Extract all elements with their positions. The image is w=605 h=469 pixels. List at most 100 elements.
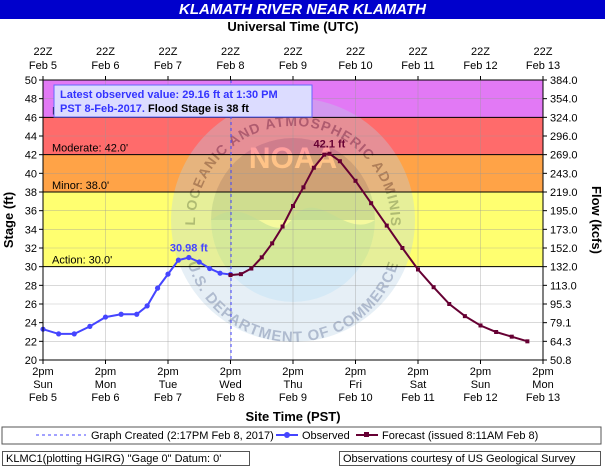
observed-point <box>196 259 202 265</box>
observed-point <box>118 311 124 317</box>
annotation-line1: Latest observed value: 29.16 ft at 1:30 … <box>60 89 278 101</box>
top-tick-label: 22Z <box>284 46 303 58</box>
y-axis-label: Stage (ft) <box>1 192 16 248</box>
top-tick-label: Feb 5 <box>29 60 57 72</box>
y-tick-label: 20 <box>25 355 37 367</box>
annotation-date: PST 8-Feb-2017. <box>60 103 145 115</box>
x-tick-label: 2pm <box>157 366 178 378</box>
y2-axis-ticks: 50.8 64.3 79.1 95.3 113.0 132.0 152.0 173.0 195.… <box>543 75 578 367</box>
forecast-point <box>337 159 342 164</box>
x-tick-label: Feb 13 <box>526 392 560 404</box>
x-tick-label: Feb 12 <box>463 392 497 404</box>
x-tick-label: Fri <box>349 379 362 391</box>
forecast-series-line <box>230 152 528 343</box>
y-tick-label: 50 <box>25 75 37 87</box>
x-tick-label: Mon <box>95 379 116 391</box>
observed-point <box>144 303 150 309</box>
top-tick-label: Feb 9 <box>279 60 307 72</box>
legend-created-label: Graph Created (2:17PM Feb 8, 2017) <box>91 430 274 442</box>
forecast-point <box>291 204 295 208</box>
y-tick-label: 42 <box>25 150 37 162</box>
x-tick-label: Sun <box>471 379 491 391</box>
y2-tick-label: 354.0 <box>550 94 578 106</box>
forecast-point <box>353 178 358 183</box>
x-tick-label: 2pm <box>407 366 428 378</box>
x-tick-label: Mon <box>532 379 553 391</box>
observed-point <box>165 271 171 277</box>
top-axis-ticks: 22Z Feb 5 22Z Feb 6 22Z Feb 7 22Z Feb 8 22Z Feb 9… <box>29 46 560 80</box>
legend-observed-marker <box>284 432 290 438</box>
x-tick-label: 2pm <box>220 366 241 378</box>
legend-observed-label: Observed <box>302 430 350 442</box>
y2-tick-label: 384.0 <box>550 75 578 87</box>
y2-axis-label: Flow (kcfs) <box>589 186 604 254</box>
band-label-minor: Minor: 38.0' <box>52 180 109 192</box>
top-tick-label: Feb 11 <box>401 60 434 72</box>
observed-point <box>134 311 140 317</box>
forecast-point <box>369 201 374 206</box>
x-tick-label: 2pm <box>532 366 553 378</box>
observed-point <box>102 314 109 320</box>
legend-forecast-marker <box>364 432 369 437</box>
observed-series-line <box>42 256 231 335</box>
forecast-point <box>431 285 436 290</box>
top-tick-label: Feb 8 <box>216 60 244 72</box>
observed-point <box>175 257 182 263</box>
y-tick-label: 24 <box>25 318 37 330</box>
peak-labels: 30.98 ft 42.1 ft <box>170 139 346 255</box>
chart-title: KLAMATH RIVER NEAR KLAMATH <box>179 1 426 18</box>
top-tick-label: 22Z <box>346 46 365 58</box>
forecast-point <box>462 314 467 319</box>
top-tick-label: Feb 6 <box>91 60 119 72</box>
top-tick-label: 22Z <box>221 46 240 58</box>
band-label-moderate: Moderate: 42.0' <box>52 143 128 155</box>
y-tick-label: 34 <box>25 224 37 236</box>
observed-point <box>186 254 192 261</box>
forecast-point <box>228 273 233 278</box>
y-tick-label: 30 <box>25 262 37 274</box>
top-tick-label: Feb 13 <box>526 60 560 72</box>
x-tick-label: 2pm <box>32 366 53 378</box>
top-tick-label: Feb 7 <box>154 60 182 72</box>
series-layer <box>40 151 530 344</box>
y2-tick-label: 219.0 <box>550 187 578 199</box>
x-tick-label: Feb 9 <box>279 392 307 404</box>
y-tick-label: 28 <box>25 280 37 292</box>
peak-label: 30.98 ft <box>170 243 208 255</box>
x-tick-label: Sat <box>410 379 427 391</box>
forecast-point <box>400 246 405 250</box>
y2-tick-label: 173.0 <box>550 224 578 236</box>
top-tick-label: 22Z <box>409 46 428 58</box>
y-tick-label: 32 <box>25 243 37 255</box>
x-tick-label: 2pm <box>282 366 303 378</box>
observed-point <box>71 331 77 337</box>
y2-tick-label: 296.0 <box>550 131 578 143</box>
observed-point <box>87 323 93 329</box>
y-axis-ticks: 20 22 24 26 28 30 32 34 36 38 40 42 44 46 48 50 <box>25 75 43 367</box>
top-tick-label: 22Z <box>534 46 553 58</box>
forecast-point <box>280 224 285 229</box>
x-tick-label: Sun <box>33 379 53 391</box>
footer-station: KLMC1(plotting HGIRG) "Gage 0" Datum: 0' <box>2 451 250 466</box>
y2-tick-label: 79.1 <box>550 318 571 330</box>
forecast-point <box>447 302 452 306</box>
observed-point <box>56 331 62 337</box>
observed-point <box>217 270 223 276</box>
y-tick-label: 22 <box>25 336 37 348</box>
y2-tick-label: 95.3 <box>550 299 571 311</box>
y-tick-label: 40 <box>25 168 37 180</box>
x-tick-label: Feb 10 <box>338 392 372 404</box>
x-tick-label: Thu <box>284 379 303 391</box>
x-tick-label: Feb 5 <box>29 392 57 404</box>
annotation-box: Latest observed value: 29.16 ft at 1:30 … <box>53 84 313 118</box>
top-tick-label: 22Z <box>471 46 490 58</box>
observed-point <box>207 265 213 272</box>
footer-credit: Observations courtesy of US Geological S… <box>339 451 601 466</box>
peak-label: 42.1 ft <box>314 139 346 151</box>
y-tick-label: 36 <box>25 206 37 218</box>
x-axis-label: Site Time (PST) <box>245 409 340 424</box>
y2-tick-label: 243.0 <box>550 168 578 180</box>
top-tick-label: Feb 12 <box>463 60 497 72</box>
x-tick-label: Feb 11 <box>401 392 434 404</box>
